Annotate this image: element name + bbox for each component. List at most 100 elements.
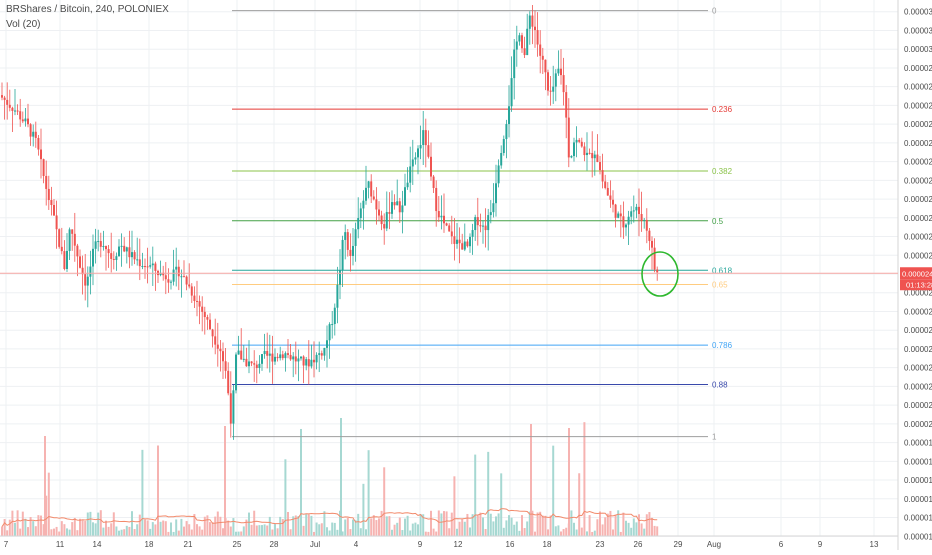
- volume-bar: [55, 526, 58, 536]
- fib-level-label: 0.382: [712, 167, 733, 176]
- volume-bar: [378, 518, 380, 536]
- fib-level-label: 1: [712, 433, 717, 442]
- volume-bar: [294, 515, 297, 536]
- volume-bar: [580, 527, 583, 536]
- volume-bar: [362, 483, 365, 536]
- candle-body: [461, 243, 464, 250]
- candle-body: [227, 370, 230, 394]
- volume-bar: [536, 512, 539, 536]
- volume-bar: [281, 519, 284, 536]
- candle-body: [211, 329, 214, 337]
- volume-bar: [586, 531, 588, 536]
- volume-bar: [622, 512, 625, 536]
- volume-bar: [219, 516, 222, 536]
- candle-body: [32, 131, 35, 137]
- candle-body: [333, 307, 336, 325]
- fibonacci-retracement[interactable]: 0 0.236 0.382 0.5 0.618 0.65 0.786 0.88 1: [232, 7, 733, 442]
- candle-body: [375, 199, 378, 210]
- candle-body: [154, 263, 157, 271]
- volume-bar: [177, 530, 180, 536]
- candle-body: [190, 286, 193, 296]
- volume-bar: [617, 510, 620, 536]
- candle-body: [417, 148, 419, 158]
- chart-title: BRShares / Bitcoin, 240, POLONIEX: [6, 4, 169, 15]
- price-axis[interactable]: 0.00003100 0.00003050 0.00003000 0.00002950…: [897, 0, 932, 550]
- candle-body: [235, 354, 237, 391]
- volume-bar: [487, 451, 490, 536]
- volume-bar: [331, 522, 334, 536]
- volume-bar: [32, 521, 35, 536]
- candle-body: [79, 256, 81, 268]
- candle-body: [372, 196, 375, 200]
- last-price-tag: 0.00002402 01:13:28: [900, 267, 932, 291]
- price-tick-label: 0.00002000: [904, 420, 932, 429]
- price-tick-label: 0.00002650: [904, 176, 932, 185]
- candle-body: [339, 270, 341, 285]
- candle-body: [1, 95, 3, 98]
- volume-bar: [81, 520, 84, 536]
- volume-bar: [180, 518, 183, 536]
- price-tick-label: 0.00001900: [904, 457, 932, 466]
- price-tick-label: 0.00001750: [904, 514, 932, 523]
- time-tick-label: 26: [634, 540, 643, 549]
- volume-bar: [292, 516, 295, 536]
- volume-bar: [570, 510, 573, 536]
- candle-body: [612, 199, 614, 205]
- volume-bar: [411, 523, 414, 536]
- time-tick-label: 23: [596, 540, 605, 549]
- time-tick-label: 9: [818, 540, 823, 549]
- volume-bar: [24, 518, 27, 536]
- candle-body: [596, 154, 599, 163]
- volume-bar: [97, 512, 100, 536]
- candle-body: [47, 188, 50, 201]
- volume-bar: [279, 516, 282, 536]
- candle-body: [19, 111, 22, 120]
- volume-bar: [549, 515, 552, 536]
- volume-bar: [651, 517, 653, 536]
- candle-body: [92, 248, 94, 267]
- candle-body: [619, 213, 622, 217]
- candle-body: [6, 99, 9, 105]
- volume-bar: [393, 524, 396, 536]
- candle-body: [406, 182, 409, 188]
- volume-bar: [14, 522, 16, 536]
- time-tick-label: 28: [270, 540, 279, 549]
- candle-body: [237, 350, 240, 355]
- volume-bar: [320, 523, 323, 536]
- volume-bar: [453, 476, 456, 536]
- volume-bar: [596, 519, 599, 536]
- volume-bar: [125, 525, 128, 536]
- volume-bar: [653, 525, 656, 536]
- candle-body: [474, 217, 477, 231]
- candle-body: [560, 68, 562, 76]
- volume-bar: [99, 510, 102, 536]
- volume-bar: [497, 513, 500, 536]
- volume-bar: [619, 531, 622, 536]
- candle-body: [617, 213, 620, 218]
- candle-body: [573, 142, 575, 157]
- candle-body: [393, 202, 396, 206]
- volume-bar: [196, 524, 198, 536]
- fib-level-label: 0.65: [712, 280, 728, 289]
- volume-bar: [521, 515, 523, 536]
- grid-layer: [0, 0, 898, 537]
- candle-body: [24, 118, 27, 122]
- candle-body: [336, 284, 339, 308]
- candle-body: [388, 212, 391, 214]
- volume-bar: [469, 527, 471, 536]
- candle-body: [240, 350, 243, 360]
- candle-body: [11, 107, 14, 111]
- volume-bar: [656, 526, 659, 536]
- price-tick-label: 0.00003100: [904, 8, 932, 17]
- candle-body: [3, 97, 6, 100]
- candle-body: [159, 272, 162, 276]
- time-axis[interactable]: 7 11 14 18 21 25 28 Jul 4 9 12 16 18 23 26 29 Aug 6 9 13: [0, 535, 898, 549]
- volume-bar: [632, 518, 635, 536]
- volume-bar: [531, 510, 534, 536]
- volume-bar: [346, 517, 349, 536]
- volume-bar: [175, 519, 178, 536]
- fib-level-label: 0.786: [712, 341, 733, 350]
- price-tick-label: 0.00002800: [904, 120, 932, 129]
